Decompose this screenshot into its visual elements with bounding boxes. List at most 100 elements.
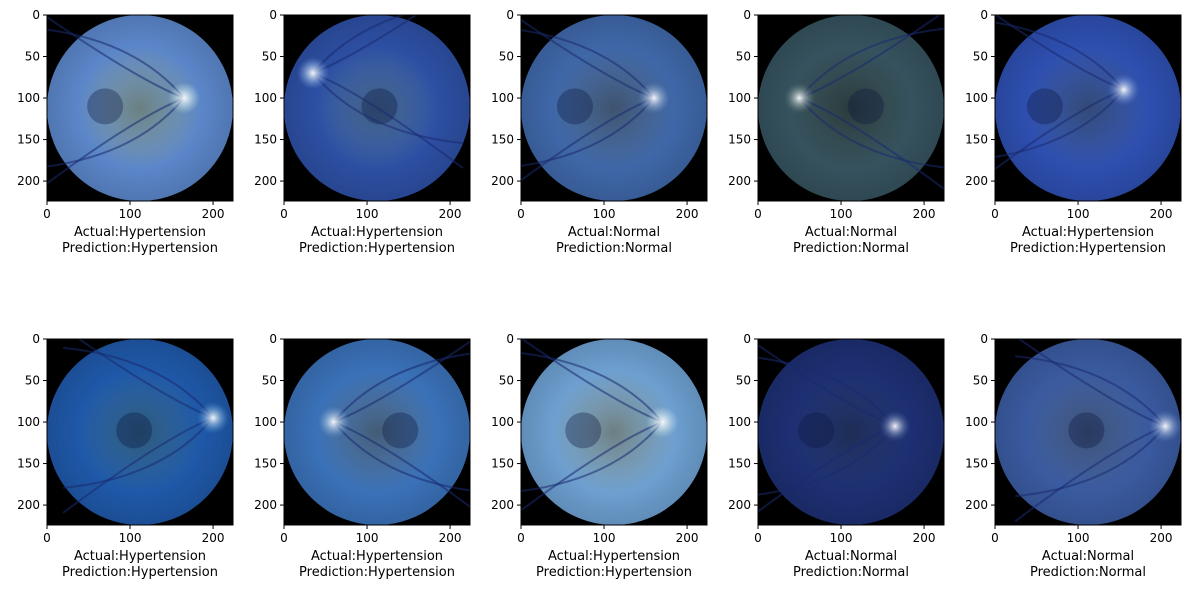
macula (361, 88, 398, 125)
optic-disc (297, 57, 330, 90)
fundus-image (521, 339, 707, 525)
y-tick-label: 50 (736, 50, 751, 64)
y-tick-label: 150 (17, 133, 40, 147)
x-tick-label: 200 (439, 531, 462, 545)
y-tick-label: 50 (973, 374, 988, 388)
y-tick-label: 200 (965, 498, 988, 512)
macula (798, 412, 835, 449)
axes-frame (283, 338, 471, 526)
y-tick-label: 100 (965, 91, 988, 105)
x-tick-label: 0 (517, 531, 525, 545)
x-tick-label: 0 (43, 207, 51, 221)
blood-vessel (521, 421, 663, 492)
axes-frame (994, 338, 1182, 526)
y-tick-label: 150 (965, 457, 988, 471)
macula (556, 88, 593, 125)
x-tick-label: 100 (830, 531, 853, 545)
fundus-image (47, 339, 233, 525)
x-tick-label: 100 (593, 531, 616, 545)
prediction-label: Prediction:Hypertension (536, 565, 692, 580)
y-tick-label: 0 (269, 8, 277, 22)
actual-label: Actual:Hypertension (548, 549, 680, 564)
blood-vessel (798, 97, 944, 169)
y-tick-label: 150 (728, 133, 751, 147)
optic-disc (1107, 73, 1140, 106)
y-tick-label: 50 (736, 374, 751, 388)
axes-frame (46, 14, 234, 202)
y-tick-label: 100 (491, 91, 514, 105)
y-tick-label: 200 (17, 174, 40, 188)
macula (565, 412, 602, 449)
panel-9: 0 50 100 150 200 0 100 200 Actual:NormalPredicti… (728, 332, 945, 580)
y-tick-label: 200 (491, 498, 514, 512)
actual-label: Actual:Hypertension (74, 225, 206, 240)
x-tick-label: 0 (991, 531, 999, 545)
prediction-label: Prediction:Normal (793, 241, 909, 256)
blood-vessel (333, 352, 470, 423)
panel-4: 0 50 100 150 200 0 100 200 Actual:NormalPredicti… (728, 8, 945, 256)
prediction-label: Prediction:Hypertension (299, 241, 455, 256)
y-tick-label: 150 (17, 457, 40, 471)
y-tick-label: 0 (506, 332, 514, 346)
x-tick-label: 0 (280, 207, 288, 221)
y-tick-label: 100 (491, 415, 514, 429)
y-tick-label: 150 (965, 133, 988, 147)
y-tick-label: 0 (32, 332, 40, 346)
panel-6: 0 50 100 150 200 0 100 200 Actual:HypertensionPr… (17, 332, 234, 580)
x-tick-label: 0 (754, 207, 762, 221)
fundus-image (47, 15, 233, 201)
actual-label: Actual:Normal (568, 225, 660, 240)
blood-vessel (758, 425, 896, 496)
blood-vessel (47, 97, 185, 168)
x-tick-label: 100 (356, 207, 379, 221)
y-tick-label: 200 (728, 174, 751, 188)
y-tick-label: 100 (254, 91, 277, 105)
axes-frame (520, 338, 708, 526)
x-tick-label: 100 (356, 531, 379, 545)
prediction-label: Prediction:Hypertension (299, 565, 455, 580)
y-tick-label: 0 (32, 8, 40, 22)
y-tick-label: 0 (980, 8, 988, 22)
blood-vessel (62, 417, 214, 489)
panel-2: 0 50 100 150 200 0 100 200 Actual:HypertensionPr… (254, 8, 471, 256)
y-tick-label: 100 (17, 91, 40, 105)
panel-7: 0 50 100 150 200 0 100 200 Actual:HypertensionPr… (254, 332, 471, 580)
y-tick-label: 0 (506, 8, 514, 22)
macula (382, 412, 419, 449)
actual-label: Actual:Hypertension (311, 225, 443, 240)
prediction-label: Prediction:Normal (793, 565, 909, 580)
axes-frame (283, 14, 471, 202)
y-tick-label: 200 (491, 174, 514, 188)
actual-label: Actual:Hypertension (1022, 225, 1154, 240)
y-tick-label: 0 (269, 332, 277, 346)
x-tick-label: 0 (754, 531, 762, 545)
blood-vessel (62, 346, 214, 419)
optic-disc (783, 82, 816, 115)
panel-1: 0 50 100 150 200 0 100 200 Actual:HypertensionPr… (17, 8, 234, 256)
panel-3: 0 50 100 150 200 0 100 200 Actual:NormalPredicti… (491, 8, 708, 256)
x-tick-label: 100 (830, 207, 853, 221)
x-tick-label: 200 (913, 207, 936, 221)
y-tick-label: 150 (254, 457, 277, 471)
x-tick-label: 0 (280, 531, 288, 545)
blood-vessel (995, 21, 1125, 91)
blood-vessel (798, 27, 944, 99)
prediction-label: Prediction:Normal (556, 241, 672, 256)
x-tick-label: 200 (913, 531, 936, 545)
optic-disc (197, 401, 230, 434)
y-tick-label: 50 (25, 374, 40, 388)
y-tick-label: 50 (499, 50, 514, 64)
blood-vessel (312, 15, 407, 74)
fundus-image (284, 339, 470, 525)
blood-vessel (758, 356, 896, 427)
y-tick-label: 200 (254, 174, 277, 188)
optic-disc (1149, 410, 1181, 443)
prediction-label: Prediction:Hypertension (62, 241, 218, 256)
actual-label: Actual:Normal (805, 225, 897, 240)
x-tick-label: 200 (676, 207, 699, 221)
axes-frame (994, 14, 1182, 202)
y-tick-label: 50 (25, 50, 40, 64)
x-tick-label: 0 (43, 531, 51, 545)
x-tick-label: 200 (676, 531, 699, 545)
